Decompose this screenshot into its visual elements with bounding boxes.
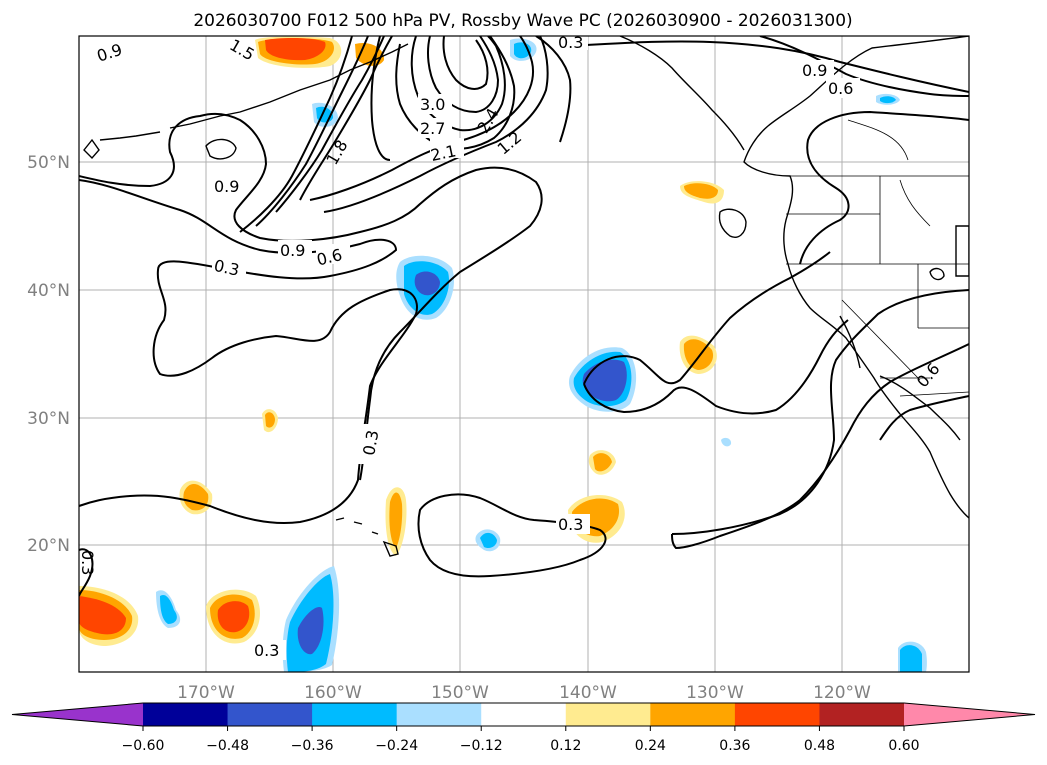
- colorbar-segment: [227, 703, 313, 726]
- lat-tick-label: 30°N: [27, 409, 70, 429]
- contour-label: 2.1: [429, 141, 458, 165]
- contour-label: 0.3: [359, 429, 382, 457]
- contour-label: 0.3: [558, 515, 583, 534]
- lon-tick-label: 170°W: [177, 683, 235, 703]
- colorbar-segment: [565, 703, 651, 726]
- pv-contours: [79, 36, 969, 597]
- colorbar-tick-label: 0.24: [635, 738, 666, 754]
- contour-label: 0.9: [280, 241, 305, 260]
- colorbar-segment: [650, 703, 736, 726]
- colorbar-extend-low: [12, 703, 143, 726]
- colorbar-tick-label: −0.60: [122, 738, 165, 754]
- contour-label: 0.3: [78, 550, 97, 575]
- colorbar-tick-label: −0.24: [375, 738, 418, 754]
- colorbar-segment: [312, 703, 398, 726]
- colorbar-tick-label: −0.48: [206, 738, 249, 754]
- colorbar-segment: [396, 703, 482, 726]
- contour-label: 2.7: [420, 119, 445, 138]
- political-borders: [786, 119, 969, 397]
- colorbar: −0.60 −0.48 −0.36 −0.24 −0.12 0.12 0.24 0.36 0.4…: [11, 702, 1036, 754]
- contour-label: 0.3: [558, 33, 583, 52]
- map-panel: 0.9 1.5 0.3 0.9 0.6 3.0 2.7 2.4 2.1 1.2 …: [78, 33, 970, 673]
- longitude-tick-labels: 170°W 160°W 150°W 140°W 130°W 120°W: [177, 683, 871, 703]
- latitude-tick-labels: 50°N 40°N 30°N 20°N: [27, 153, 70, 556]
- lon-tick-label: 160°W: [304, 683, 362, 703]
- colorbar-tick-label: 0.36: [719, 738, 750, 754]
- figure-title: 2026030700 F012 500 hPa PV, Rossby Wave …: [193, 11, 852, 31]
- colorbar-extend-high: [904, 703, 1035, 726]
- contour-label: 0.3: [212, 256, 241, 280]
- contour-label: 0.6: [828, 79, 853, 98]
- colorbar-segment: [481, 703, 567, 726]
- colorbar-tick-label: −0.36: [291, 738, 334, 754]
- lat-tick-label: 50°N: [27, 153, 70, 173]
- colorbar-segment: [734, 703, 820, 726]
- colorbar-segment: [819, 703, 905, 726]
- contour-label: 0.9: [802, 61, 827, 80]
- lon-tick-label: 120°W: [813, 683, 871, 703]
- colorbar-tick-label: 0.48: [804, 738, 835, 754]
- colorbar-tick-label: 0.12: [550, 738, 581, 754]
- coastlines: [83, 36, 969, 557]
- colorbar-tick-label: 0.60: [888, 738, 919, 754]
- lon-tick-label: 140°W: [559, 683, 617, 703]
- lat-tick-label: 40°N: [27, 281, 70, 301]
- lon-tick-label: 130°W: [686, 683, 744, 703]
- colorbar-tick-label: −0.12: [460, 738, 503, 754]
- map-background: [79, 36, 969, 672]
- lon-tick-label: 150°W: [431, 683, 489, 703]
- contour-label: 0.3: [254, 641, 279, 660]
- lat-tick-label: 20°N: [27, 536, 70, 556]
- contour-label: 3.0: [420, 95, 445, 114]
- colorbar-segment: [143, 703, 229, 726]
- contour-label: 0.9: [214, 177, 239, 196]
- map-frame: [78, 35, 970, 673]
